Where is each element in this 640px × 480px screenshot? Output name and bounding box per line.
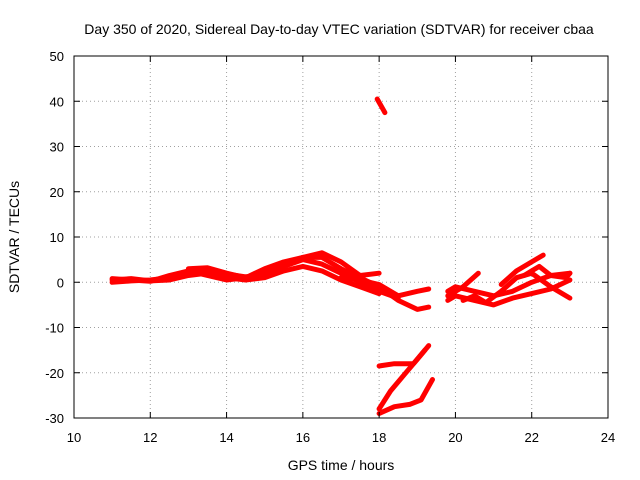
- grid-lines: [74, 56, 608, 418]
- data-trace-trace-14: [376, 347, 428, 412]
- data-trace-trace-5: [338, 275, 432, 299]
- y-tick-label: -20: [45, 366, 64, 381]
- y-tick-label: 30: [50, 140, 64, 155]
- y-tick-label: 50: [50, 49, 64, 64]
- y-tick-label: 40: [50, 94, 64, 109]
- data-trace-trace-12: [374, 96, 388, 116]
- x-tick-label: 12: [143, 430, 157, 445]
- x-tick-label: 10: [67, 430, 81, 445]
- data-trace-trace-11: [521, 263, 573, 281]
- x-tick-label: 22: [524, 430, 538, 445]
- data-trace-trace-6: [445, 277, 573, 308]
- x-tick-labels: 10 12 14 16 18 20 22 24: [67, 430, 615, 445]
- x-tick-label: 24: [601, 430, 615, 445]
- chart-title: Day 350 of 2020, Sidereal Day-to-day VTE…: [84, 21, 594, 37]
- data-series: [109, 96, 573, 416]
- x-tick-label: 16: [296, 430, 310, 445]
- y-tick-label: 10: [50, 230, 64, 245]
- x-axis-label: GPS time / hours: [288, 457, 395, 473]
- data-trace-trace-15: [376, 377, 435, 416]
- x-tick-label: 20: [448, 430, 462, 445]
- y-axis-label: SDTVAR / TECUs: [6, 181, 22, 293]
- data-trace-trace-4: [185, 250, 382, 281]
- data-trace-trace-8: [445, 270, 481, 299]
- x-tick-label: 14: [219, 430, 233, 445]
- y-tick-label: 20: [50, 185, 64, 200]
- y-tick-label: 0: [57, 275, 64, 290]
- y-tick-labels: -30 -20 -10 0 10 20 30 40 50: [45, 49, 64, 426]
- x-tick-label: 18: [372, 430, 386, 445]
- data-trace-trace-9: [460, 270, 573, 306]
- axis-ticks: [73, 55, 609, 419]
- y-tick-label: -10: [45, 321, 64, 336]
- y-tick-label: -30: [45, 411, 64, 426]
- data-trace-trace-10: [498, 252, 546, 287]
